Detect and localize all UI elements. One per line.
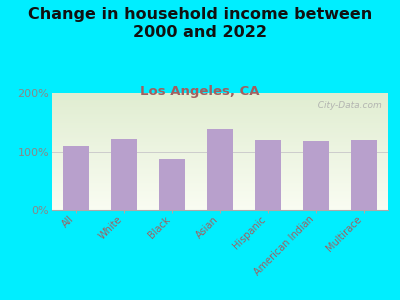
Bar	[63, 146, 89, 210]
Bar	[111, 139, 137, 210]
Text: Los Angeles, CA: Los Angeles, CA	[140, 85, 260, 98]
Bar	[159, 158, 185, 210]
Bar	[255, 140, 281, 210]
Bar	[207, 129, 233, 210]
Text: City-Data.com: City-Data.com	[312, 101, 381, 110]
Bar	[303, 141, 329, 210]
Text: Change in household income between
2000 and 2022: Change in household income between 2000 …	[28, 8, 372, 40]
Bar	[351, 140, 377, 210]
